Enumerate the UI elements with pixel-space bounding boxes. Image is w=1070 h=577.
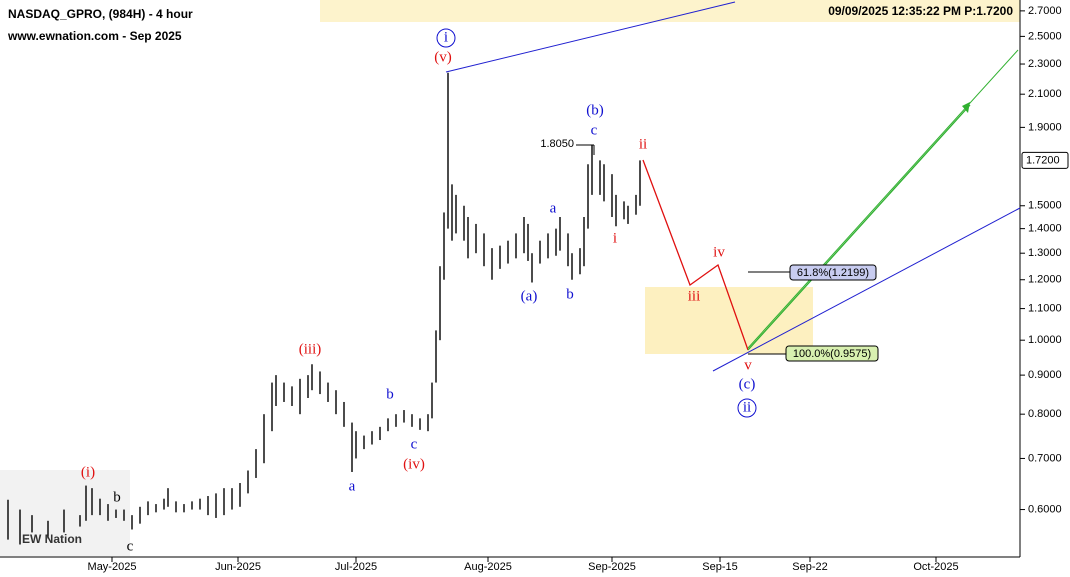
x-tick-label: Sep-15 (702, 561, 737, 573)
wave-label: ii (639, 136, 647, 152)
y-tick-label: 1.4000 (1028, 223, 1062, 235)
wave-label: (b) (586, 102, 604, 118)
wave-label: (iii) (299, 341, 322, 357)
chart-subtitle: www.ewnation.com - Sep 2025 (7, 29, 182, 43)
y-tick-label: 1.2000 (1028, 274, 1062, 286)
wave-label: i (613, 230, 617, 246)
wave-label: c (411, 436, 418, 452)
wave-label: iv (713, 244, 725, 260)
circle (436, 28, 456, 48)
fib-label: 61.8%(1.2199) (797, 267, 869, 279)
channel-line (712, 207, 1021, 372)
fib-box (789, 264, 877, 281)
price-label: 1.7200 (1026, 154, 1060, 166)
fib-label: 100.0%(0.9575) (793, 348, 871, 360)
wave-label: iii (688, 288, 701, 304)
projection (642, 159, 749, 351)
wave-label: c (127, 538, 134, 554)
y-tick-label: 2.7000 (1028, 5, 1062, 17)
wave-label: b (566, 286, 574, 302)
chart-title: NASDAQ_GPRO, (984H) - 4 hour (8, 7, 193, 21)
arrow (747, 49, 1019, 349)
y-tick-label: 1.1000 (1028, 302, 1062, 314)
x-tick-label: Aug-2025 (464, 561, 512, 573)
wave-label: a (349, 478, 356, 494)
fib-box (785, 345, 879, 362)
logo: EW Nation (22, 532, 82, 546)
y-tick-label: 1.9000 (1028, 121, 1062, 133)
wave-label: b (386, 386, 394, 402)
wave-label: (a) (521, 288, 538, 304)
x-tick-label: Oct-2025 (913, 561, 958, 573)
y-tick-label: 2.5000 (1028, 30, 1062, 42)
wave-label: a (550, 200, 557, 216)
x-tick-label: Jul-2025 (335, 561, 377, 573)
y-tick-label: 0.9000 (1028, 369, 1062, 381)
y-tick-label: 1.0000 (1028, 334, 1062, 346)
y-tick-label: 0.8000 (1028, 408, 1062, 420)
y-tick-label: 2.1000 (1028, 88, 1062, 100)
x-tick-label: May-2025 (88, 561, 137, 573)
arrow (747, 104, 971, 351)
timestamp: 09/09/2025 12:35:22 PM P:1.7200 (828, 4, 1013, 18)
wave-label: i (444, 29, 448, 45)
price-box (1021, 151, 1069, 169)
channel-line (445, 1, 736, 73)
wave-label: ii (743, 399, 751, 415)
y-tick-label: 0.7000 (1028, 452, 1062, 464)
x-tick-label: Jun-2025 (215, 561, 261, 573)
x-tick-label: Sep-22 (792, 561, 827, 573)
wave-label: (v) (434, 49, 452, 65)
high-label: 1.8050 (540, 138, 574, 150)
y-tick-label: 1.3000 (1028, 247, 1062, 259)
x-tick-label: Sep-2025 (588, 561, 636, 573)
y-tick-label: 2.3000 (1028, 58, 1062, 70)
target-zone (645, 287, 813, 354)
y-tick-label: 0.6000 (1028, 503, 1062, 515)
circle (737, 398, 757, 418)
header-band (320, 0, 1020, 22)
wave-label: b (113, 489, 121, 505)
wave-label: (iv) (403, 456, 425, 472)
wave-label: v (744, 357, 752, 373)
wave-label: (i) (81, 464, 95, 480)
wave-label: c (591, 122, 598, 138)
wave-label: (c) (739, 376, 756, 392)
y-tick-label: 1.5000 (1028, 200, 1062, 212)
